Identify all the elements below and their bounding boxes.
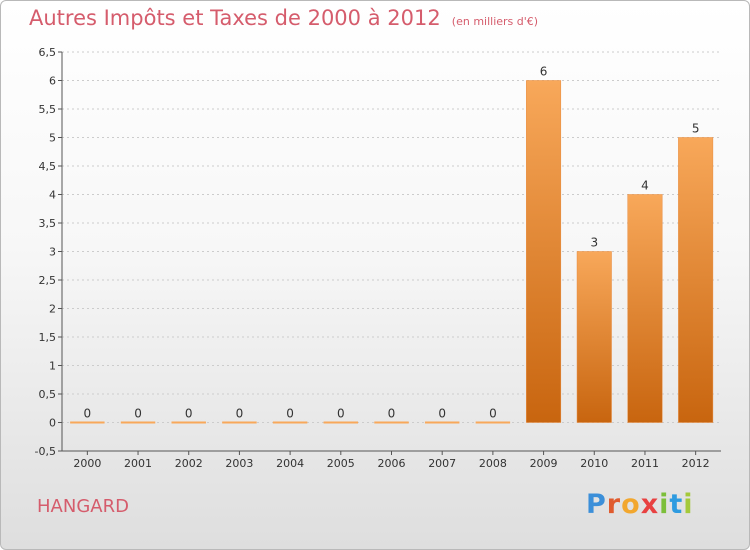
y-tick-label: 5,5: [39, 103, 57, 116]
bar-2011: [627, 194, 663, 423]
x-tick-label: 2004: [276, 457, 304, 470]
logo-letter: x: [640, 489, 660, 520]
axes: -0,5 0 0,5 1 1,5 2 2,5 3 3,5 4 4,5 5 5,5 6 6,5 2000 2001…: [35, 46, 721, 470]
y-tick-label: 2,5: [39, 274, 57, 287]
x-tick-label: 2009: [530, 457, 558, 470]
commune-name: HANGARD: [37, 496, 129, 517]
y-tick-label: 0: [49, 417, 56, 430]
data-label: 0: [438, 407, 446, 421]
data-label: 0: [236, 407, 244, 421]
data-label: 0: [286, 407, 294, 421]
logo-letter: P: [586, 489, 607, 520]
data-label: 0: [134, 407, 142, 421]
x-tick-label: 2011: [631, 457, 659, 470]
bars: [70, 80, 714, 424]
logo-letter: i: [683, 489, 694, 520]
grid-lines: [62, 51, 721, 452]
x-tick-label: 2005: [327, 457, 355, 470]
y-tick-label: 4,5: [39, 160, 57, 173]
x-tick-label: 2010: [580, 457, 608, 470]
x-tick-label: 2012: [682, 457, 710, 470]
y-tick-label: 4: [49, 189, 56, 202]
y-tick-label: 6: [49, 75, 56, 88]
data-label: 5: [692, 122, 700, 136]
x-tick-label: 2002: [175, 457, 203, 470]
logo-letter: t: [669, 489, 684, 520]
logo-letter: o: [621, 489, 641, 520]
logo-letter: i: [659, 489, 670, 520]
data-label: 0: [388, 407, 396, 421]
x-tick-label: 2003: [225, 457, 253, 470]
data-label: 0: [185, 407, 193, 421]
chart-subtitle: (en milliers d'€): [451, 15, 539, 28]
proxiti-logo: Proxiti: [586, 489, 694, 520]
x-tick-label: 2008: [479, 457, 507, 470]
y-tick-label: -0,5: [35, 445, 56, 458]
bar-2012: [678, 137, 714, 423]
y-tick-label: 0,5: [39, 388, 57, 401]
data-label: 0: [84, 407, 92, 421]
chart-title-block: Autres Impôts et Taxes de 2000 à 2012 (e…: [29, 6, 538, 30]
data-label: 6: [540, 65, 548, 79]
y-tick-label: 1: [49, 360, 56, 373]
x-tick-label: 2006: [378, 457, 406, 470]
x-tick-label: 2001: [124, 457, 152, 470]
y-tick-label: 1,5: [39, 331, 57, 344]
data-label: 4: [641, 179, 649, 193]
data-label: 3: [590, 236, 598, 250]
data-labels: 0 0 0 0 0 0 0 0 0 6 3 4 5: [84, 65, 700, 421]
data-label: 0: [489, 407, 497, 421]
y-tick-label: 6,5: [39, 46, 57, 59]
chart-title: Autres Impôts et Taxes de 2000 à 2012: [29, 6, 441, 30]
y-tick-label: 2: [49, 303, 56, 316]
y-tick-label: 3,5: [39, 217, 57, 230]
logo-letter: r: [606, 489, 622, 520]
x-tick-label: 2007: [428, 457, 456, 470]
x-tick-label: 2000: [73, 457, 101, 470]
bar-2009: [526, 80, 562, 423]
bar-2010: [576, 251, 612, 423]
data-label: 0: [337, 407, 345, 421]
y-tick-label: 3: [49, 246, 56, 259]
y-tick-label: 5: [49, 132, 56, 145]
